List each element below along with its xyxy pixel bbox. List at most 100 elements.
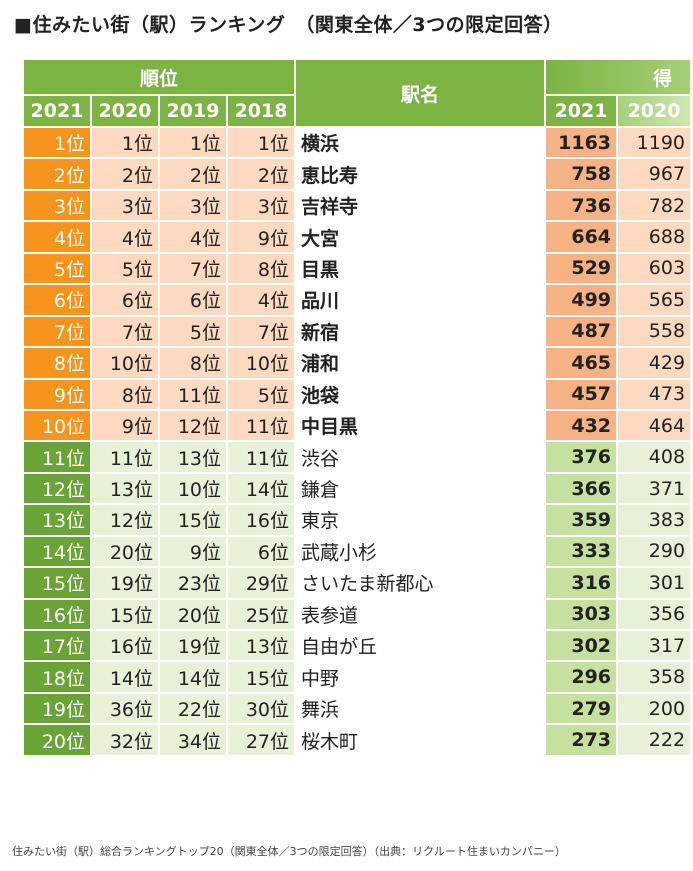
rank-2019-cell: 8位 [158,346,228,380]
rank-2018-cell: 25位 [225,597,297,632]
rank-2020-cell: 15位 [90,597,160,632]
rank-2019-cell: 15位 [158,503,228,537]
score-2020-cell: 464 [616,408,693,443]
station-name-cell: 大宮 [294,220,547,254]
rank-2021-cell: 8位 [22,346,92,380]
rank-2020-cell: 12位 [90,503,160,537]
rank-2018-cell: 30位 [225,691,297,726]
rank-2019-cell: 4位 [158,220,228,254]
table-row: 14位 20位 9位 6位 武蔵小杉 333 290 [22,534,693,569]
rank-2021-cell: 19位 [22,691,92,726]
table-row: 5位 5位 7位 8位 目黒 529 603 [22,251,693,286]
rank-2018-cell: 29位 [225,566,297,600]
rank-2019-cell: 7位 [158,251,228,286]
rank-2021-cell: 20位 [22,723,92,757]
score-2020-cell: 222 [616,723,693,757]
year-header-2018: 2018 [225,94,297,128]
rank-2020-cell: 16位 [90,628,160,663]
rank-2019-cell: 11位 [158,377,228,411]
rank-2018-cell: 11位 [225,408,297,443]
rank-2020-cell: 14位 [90,660,160,694]
score-2020-cell: 356 [616,597,693,632]
rank-2020-cell: 10位 [90,346,160,380]
year-header-2019: 2019 [158,94,228,128]
rank-2020-cell: 32位 [90,723,160,757]
table-row: 12位 13位 10位 14位 鎌倉 366 371 [22,471,693,506]
table-row: 8位 10位 8位 10位 浦和 465 429 [22,346,693,380]
score-2020-cell: 429 [616,346,693,380]
rank-2020-cell: 11位 [90,440,160,474]
station-name-cell: 品川 [294,283,547,317]
score-2021-cell: 296 [544,660,619,694]
station-name-cell: 武蔵小杉 [294,534,547,569]
rank-2019-cell: 13位 [158,440,228,474]
station-name-cell: 中野 [294,660,547,694]
rank-2020-cell: 36位 [90,691,160,726]
rank-2021-cell: 1位 [22,125,92,160]
rank-2021-cell: 17位 [22,628,92,663]
score-2020-cell: 317 [616,628,693,663]
station-name-header: 駅名 [294,58,547,128]
score-2020-cell: 688 [616,220,693,254]
score-year-header-2021: 2021 [544,94,619,128]
rank-2019-cell: 19位 [158,628,228,663]
rank-2021-cell: 12位 [22,471,92,506]
table-row: 13位 12位 15位 16位 東京 359 383 [22,503,693,537]
rank-2019-cell: 22位 [158,691,228,726]
rank-2020-cell: 4位 [90,220,160,254]
rank-2018-cell: 6位 [225,534,297,569]
rank-2020-cell: 5位 [90,251,160,286]
rank-2020-cell: 1位 [90,125,160,160]
station-name-cell: 舞浜 [294,691,547,726]
score-2020-cell: 565 [616,283,693,317]
score-2020-cell: 301 [616,566,693,600]
table-row: 18位 14位 14位 15位 中野 296 358 [22,660,693,694]
rank-2018-cell: 15位 [225,660,297,694]
score-2021-cell: 376 [544,440,619,474]
table-row: 17位 16位 19位 13位 自由が丘 302 317 [22,628,693,663]
rank-2021-cell: 18位 [22,660,92,694]
rank-2021-cell: 2位 [22,157,92,191]
table-row: 11位 11位 13位 11位 渋谷 376 408 [22,440,693,474]
rank-2021-cell: 3位 [22,188,92,223]
table-row: 3位 3位 3位 3位 吉祥寺 736 782 [22,188,693,223]
rank-2019-cell: 1位 [158,125,228,160]
rank-2018-cell: 10位 [225,346,297,380]
rank-2020-cell: 3位 [90,188,160,223]
score-2020-cell: 782 [616,188,693,223]
score-2021-cell: 366 [544,471,619,506]
rank-2019-cell: 6位 [158,283,228,317]
score-2021-cell: 758 [544,157,619,191]
rank-2019-cell: 9位 [158,534,228,569]
table-row: 6位 6位 6位 4位 品川 499 565 [22,283,693,317]
rank-2020-cell: 2位 [90,157,160,191]
station-name-cell: 表参道 [294,597,547,632]
station-name-cell: 横浜 [294,125,547,160]
rank-2019-cell: 12位 [158,408,228,443]
table-row: 16位 15位 20位 25位 表参道 303 356 [22,597,693,632]
table-row: 7位 7位 5位 7位 新宿 487 558 [22,314,693,349]
score-2021-cell: 316 [544,566,619,600]
score-2020-cell: 290 [616,534,693,569]
score-2020-cell: 473 [616,377,693,411]
station-name-cell: 鎌倉 [294,471,547,506]
station-name-cell: さいたま新都心 [294,566,547,600]
rank-2018-cell: 5位 [225,377,297,411]
score-2020-cell: 358 [616,660,693,694]
rank-2020-cell: 20位 [90,534,160,569]
rank-2018-cell: 8位 [225,251,297,286]
rank-2021-cell: 11位 [22,440,92,474]
station-name-cell: 浦和 [294,346,547,380]
score-2020-cell: 200 [616,691,693,726]
station-name-cell: 吉祥寺 [294,188,547,223]
rank-2021-cell: 5位 [22,251,92,286]
rank-2020-cell: 9位 [90,408,160,443]
station-name-cell: 目黒 [294,251,547,286]
station-name-cell: 恵比寿 [294,157,547,191]
rank-2018-cell: 2位 [225,157,297,191]
score-year-header-2020: 2020 [616,94,693,128]
rank-2018-cell: 14位 [225,471,297,506]
rank-2018-cell: 13位 [225,628,297,663]
station-name-cell: 新宿 [294,314,547,349]
ranking-rows: 1位 1位 1位 1位 横浜 1163 1190 2位 2位 2位 2位 恵比寿 758 967 3位 3位 3… [22,125,693,757]
